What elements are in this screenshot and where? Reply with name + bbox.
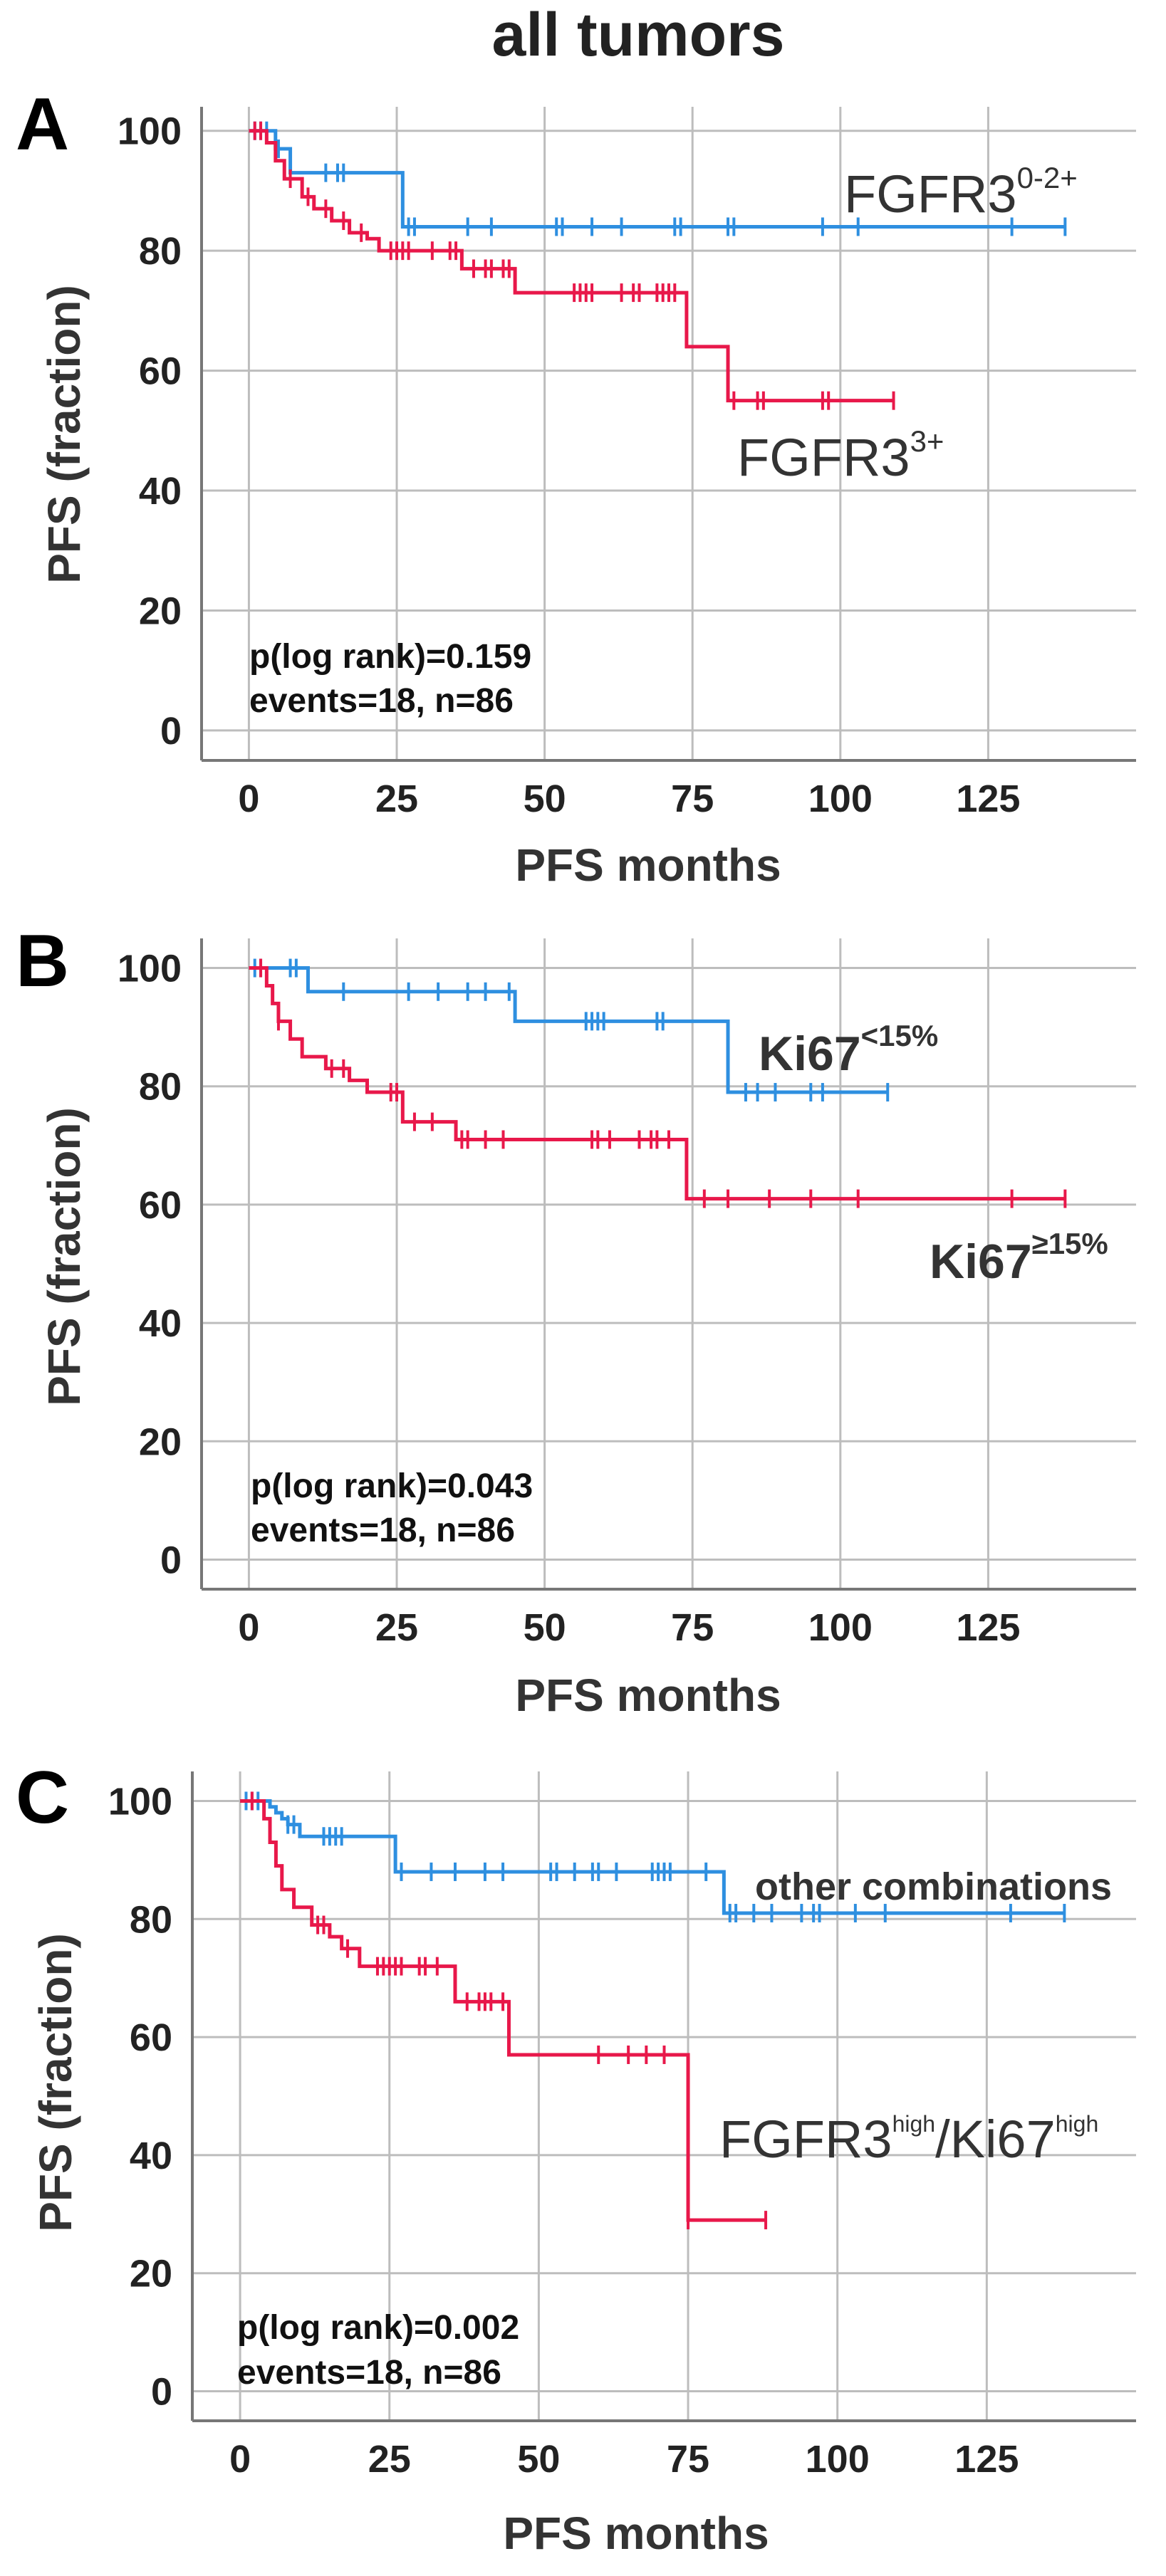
panel-b: B PFS (fraction) PFS months p(log rank)=… <box>16 920 1136 1721</box>
label-sup: ≥15% <box>1032 1227 1108 1260</box>
grid-b <box>200 938 1136 1591</box>
y-tick-b-4: 20 <box>139 1420 182 1463</box>
x-tick-b-1: 25 <box>375 1606 418 1649</box>
label-sup: <15% <box>861 1019 939 1052</box>
x-tick-b-2: 50 <box>524 1606 566 1649</box>
x-tick-a-0: 0 <box>238 777 259 820</box>
x-axis-label-c: PFS months <box>503 2508 769 2559</box>
y-tick-c-4: 20 <box>130 2253 172 2295</box>
km-curve-b-ki67-15 <box>249 966 1066 1201</box>
y-tick-c-5: 0 <box>151 2371 172 2414</box>
y-tick-b-5: 0 <box>160 1539 182 1581</box>
y-tick-a-3: 40 <box>139 470 182 513</box>
y-tick-c-0: 100 <box>108 1780 172 1823</box>
km-curve-a-fgfr3-3 <box>249 129 894 403</box>
y-tick-b-1: 80 <box>139 1066 182 1109</box>
panel-letter-c: C <box>16 1756 69 1839</box>
x-tick-a-5: 125 <box>956 777 1020 820</box>
y-tick-b-2: 60 <box>139 1184 182 1227</box>
y-tick-b-3: 40 <box>139 1302 182 1345</box>
x-tick-b-5: 125 <box>956 1606 1020 1649</box>
y-tick-a-4: 20 <box>139 590 182 632</box>
y-tick-a-1: 80 <box>139 230 182 273</box>
stat-events-c: events=18, n=86 <box>237 2354 501 2392</box>
y-tick-a-0: 100 <box>118 110 182 153</box>
x-tick-a-2: 50 <box>524 777 566 820</box>
label-main: FGFR3 <box>719 2110 892 2169</box>
y-tick-a-2: 60 <box>139 350 182 393</box>
stat-pvalue-a: p(log rank)=0.159 <box>249 638 531 676</box>
series-label-ki67-high: Ki67≥15% <box>930 1227 1108 1289</box>
series-label-ki67-low: Ki67<15% <box>759 1019 938 1081</box>
series-label-fgfr3-high: FGFR33+ <box>737 424 944 487</box>
stat-pvalue-b: p(log rank)=0.043 <box>251 1467 533 1505</box>
km-curve-b-ki67-15 <box>249 966 888 1094</box>
km-curve-a-fgfr3-0-2 <box>249 129 1066 229</box>
x-tick-c-2: 50 <box>517 2438 560 2481</box>
x-tick-c-3: 75 <box>667 2438 709 2481</box>
y-axis-label-c: PFS (fraction) <box>30 1933 81 2232</box>
x-tick-b-3: 75 <box>671 1606 714 1649</box>
x-tick-c-4: 100 <box>806 2438 870 2481</box>
stat-events-a: events=18, n=86 <box>249 682 514 720</box>
y-axis-label-a: PFS (fraction) <box>38 285 90 584</box>
x-tick-c-5: 125 <box>954 2438 1019 2481</box>
x-tick-a-3: 75 <box>671 777 714 820</box>
grid-a <box>200 107 1136 762</box>
x-tick-b-0: 0 <box>238 1606 259 1649</box>
label-main: FGFR3 <box>844 164 1017 224</box>
stat-events-b: events=18, n=86 <box>251 1512 515 1549</box>
panel-c: C PFS (fraction) PFS months p(log rank)=… <box>16 1756 1136 2559</box>
x-tick-b-4: 100 <box>808 1606 873 1649</box>
label-main-2: /Ki67 <box>935 2110 1056 2169</box>
x-tick-a-1: 25 <box>375 777 418 820</box>
label-sup: 3+ <box>910 424 944 458</box>
label-main: Ki67 <box>930 1235 1032 1289</box>
label-sup: high <box>892 2111 936 2137</box>
x-axis-label-a: PFS months <box>515 839 781 891</box>
series-label-fgfr3-low: FGFR30-2+ <box>844 161 1078 224</box>
y-tick-b-0: 100 <box>118 948 182 990</box>
km-curve-c-fgfr3high-ki67high <box>240 1799 766 2222</box>
grid-c <box>191 1771 1136 2422</box>
label-main: Ki67 <box>759 1027 861 1081</box>
x-tick-c-0: 0 <box>229 2438 251 2481</box>
panel-letter-a: A <box>16 83 69 166</box>
y-tick-c-1: 80 <box>130 1898 172 1941</box>
x-tick-c-1: 25 <box>368 2438 411 2481</box>
stat-pvalue-c: p(log rank)=0.002 <box>237 2309 519 2347</box>
series-label-other-combinations: other combinations <box>755 1865 1112 1908</box>
label-sup-2: high <box>1056 2111 1099 2137</box>
y-axis-label-b: PFS (fraction) <box>38 1107 90 1406</box>
y-tick-c-2: 60 <box>130 2016 172 2059</box>
x-axis-label-b: PFS months <box>515 1670 781 1721</box>
label-sup: 0-2+ <box>1017 161 1078 194</box>
figure-title: all tumors <box>492 1 785 69</box>
x-tick-a-4: 100 <box>808 777 873 820</box>
y-tick-c-3: 40 <box>130 2135 172 2177</box>
label-main: FGFR3 <box>737 428 910 487</box>
y-tick-a-5: 0 <box>160 710 182 753</box>
panel-a: A PFS (fraction) PFS months p(log rank)=… <box>16 83 1136 891</box>
series-label-fgfr3-ki67-high: FGFR3high/Ki67high <box>719 2110 1098 2169</box>
panel-letter-b: B <box>16 920 69 1002</box>
